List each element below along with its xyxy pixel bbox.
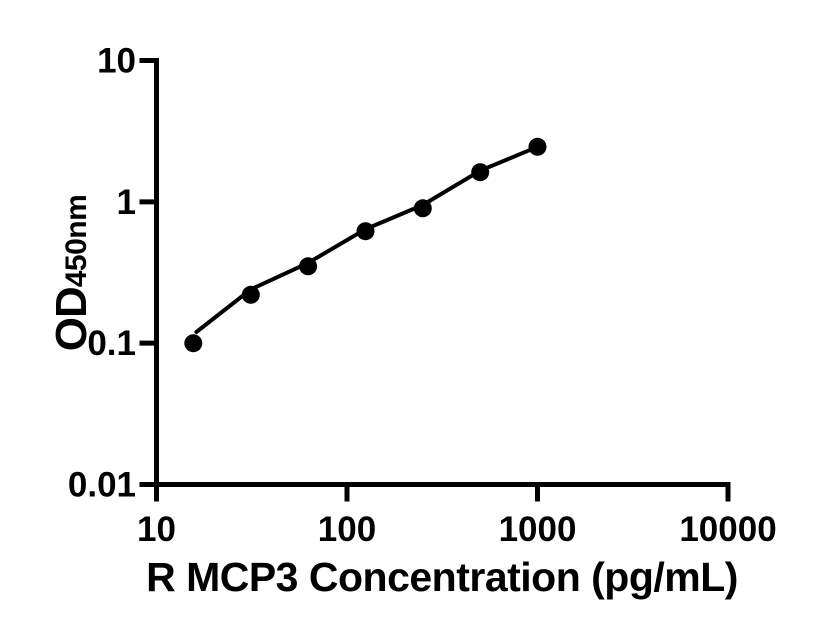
data-point: [356, 222, 375, 241]
x-tick-label: 100: [318, 510, 376, 549]
data-point: [241, 285, 260, 304]
data-point: [528, 137, 547, 156]
y-tick-label: 0.01: [68, 466, 136, 505]
y-tick-label: 1: [117, 183, 136, 222]
x-tick-label: 1000: [499, 510, 577, 549]
x-tick-label: 10: [137, 510, 176, 549]
data-point: [299, 257, 318, 276]
y-axis-title-main: OD: [47, 287, 96, 352]
x-tick-label: 10000: [679, 510, 776, 549]
y-tick-label: 0.1: [87, 324, 136, 363]
data-point: [413, 199, 432, 218]
data-point: [471, 163, 490, 182]
y-axis-title: OD450nm: [47, 185, 96, 361]
x-axis-title: R MCP3 Concentration (pg/mL): [146, 554, 738, 600]
data-point: [184, 334, 203, 353]
axes-layer: [139, 58, 731, 502]
data-layer: [184, 137, 547, 353]
y-tick-label: 10: [97, 42, 136, 81]
y-axis-title-subscript: 450nm: [60, 194, 93, 288]
